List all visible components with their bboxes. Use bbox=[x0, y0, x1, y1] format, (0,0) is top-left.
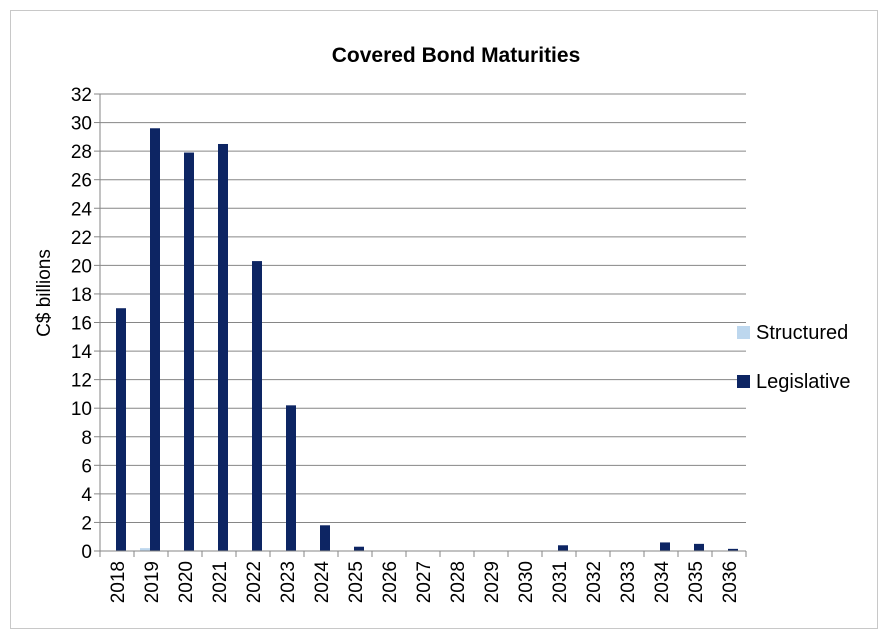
x-tick-label: 2034 bbox=[652, 561, 673, 604]
y-tick-label: 28 bbox=[71, 142, 92, 163]
axes bbox=[99, 94, 747, 557]
legend: Structured Legislative bbox=[737, 322, 851, 393]
bar-structured-2019 bbox=[140, 548, 150, 551]
legend-swatch-legislative bbox=[737, 375, 750, 388]
x-tick-label: 2029 bbox=[482, 561, 503, 603]
x-tick-labels: 2018 2019 2020 2021 2022 2023 2024 2025 2026 2027… bbox=[108, 561, 741, 604]
y-tick-label: 22 bbox=[71, 228, 92, 249]
legend-label-legislative: Legislative bbox=[756, 371, 851, 393]
x-tick-label: 2023 bbox=[278, 561, 299, 603]
y-tick-label: 0 bbox=[81, 542, 92, 563]
bar-legislative-2035 bbox=[694, 543, 704, 551]
bars bbox=[116, 128, 738, 551]
y-tick-label: 10 bbox=[71, 399, 92, 420]
bar-legislative-2020 bbox=[184, 152, 194, 551]
bar-legislative-2036 bbox=[728, 548, 738, 551]
x-tick-label: 2035 bbox=[686, 561, 707, 603]
x-tick-label: 2026 bbox=[380, 561, 401, 603]
y-tick-label: 6 bbox=[81, 456, 92, 477]
x-tick-label: 2030 bbox=[516, 561, 537, 603]
x-tick-label: 2019 bbox=[142, 561, 163, 603]
y-axis-label: C$ billions bbox=[34, 249, 55, 337]
chart-title: Covered Bond Maturities bbox=[332, 44, 581, 67]
x-tick-label: 2033 bbox=[618, 561, 639, 603]
x-tick-label: 2031 bbox=[550, 561, 571, 603]
x-tick-label: 2036 bbox=[720, 561, 741, 603]
x-tick-label: 2020 bbox=[176, 561, 197, 603]
x-tick-label: 2032 bbox=[584, 561, 605, 603]
x-tick-label: 2022 bbox=[244, 561, 265, 603]
y-tick-label: 4 bbox=[81, 485, 92, 506]
x-tick-label: 2027 bbox=[414, 561, 435, 603]
x-tick-label: 2018 bbox=[108, 561, 129, 603]
y-tick-label: 18 bbox=[71, 285, 92, 306]
bar-legislative-2023 bbox=[286, 405, 296, 551]
y-tick-label: 20 bbox=[71, 256, 92, 277]
y-tick-label: 14 bbox=[71, 342, 93, 363]
y-tick-label: 8 bbox=[81, 428, 92, 449]
bar-legislative-2025 bbox=[354, 546, 364, 551]
y-tick-label: 2 bbox=[81, 513, 92, 534]
legend-swatch-structured bbox=[737, 326, 750, 339]
bar-legislative-2021 bbox=[218, 143, 228, 551]
y-tick-label: 12 bbox=[71, 371, 92, 392]
y-tick-label: 32 bbox=[71, 85, 92, 106]
y-tick-label: 16 bbox=[71, 314, 92, 335]
gridlines bbox=[94, 93, 746, 552]
bar-legislative-2019 bbox=[150, 128, 160, 551]
x-tick-label: 2025 bbox=[346, 561, 367, 603]
x-tick-label: 2021 bbox=[210, 561, 231, 603]
y-tick-label: 26 bbox=[71, 171, 92, 192]
bar-legislative-2034 bbox=[660, 542, 670, 551]
x-tick-label: 2024 bbox=[312, 561, 333, 604]
bar-legislative-2022 bbox=[252, 261, 262, 551]
legend-label-structured: Structured bbox=[756, 322, 848, 344]
y-tick-label: 30 bbox=[71, 114, 92, 135]
bar-legislative-2018 bbox=[116, 308, 126, 551]
bar-legislative-2031 bbox=[558, 545, 568, 551]
bar-legislative-2024 bbox=[320, 525, 330, 551]
x-tick-label: 2028 bbox=[448, 561, 469, 603]
y-tick-label: 24 bbox=[71, 199, 93, 220]
